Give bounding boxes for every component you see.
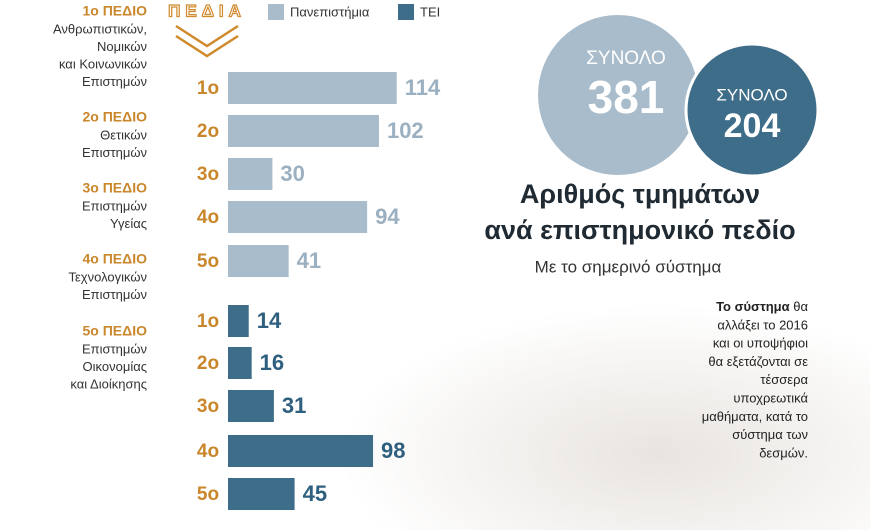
total-circle [684, 42, 820, 178]
value-label: 102 [387, 118, 424, 143]
total-value: 381 [588, 71, 665, 123]
header-arrow [175, 24, 239, 58]
value-label: 31 [282, 393, 306, 418]
field-name: Επιστημών [82, 198, 147, 213]
note-text: σύστημα των [732, 428, 808, 443]
bar [228, 72, 397, 104]
total-circle [538, 15, 698, 175]
category-label: 1ο [197, 311, 219, 332]
chart-title: Αριθμός τμημάτων [520, 179, 760, 209]
value-label: 41 [297, 248, 321, 273]
value-label: 30 [280, 161, 304, 186]
field-name: Επιστημών [82, 145, 147, 160]
category-label: 1ο [197, 78, 219, 99]
category-label: 2ο [197, 353, 219, 374]
note-text: δεσμών. [759, 446, 808, 461]
category-label: 4ο [197, 441, 219, 462]
bar [228, 435, 374, 467]
note-lead: Το σύστημα [716, 299, 790, 314]
field-name: Θετικών [100, 127, 147, 142]
note-line: μαθήματα, κατά το [702, 409, 808, 424]
value-label: 45 [303, 481, 327, 506]
bar [228, 347, 252, 379]
field-label: 5ο ΠΕΔΙΟ [82, 323, 147, 339]
field-name: Επιστημών [82, 341, 147, 356]
value-label: 16 [260, 350, 284, 375]
value-label: 94 [375, 204, 400, 229]
field-name: Οικονομίας [83, 359, 147, 374]
value-label: 98 [381, 438, 405, 463]
legend-label: ΤΕΙ [420, 4, 440, 19]
note-text: τέσσερα [760, 373, 808, 388]
value-label: 114 [405, 75, 441, 100]
note-line: Το σύστημα θα [716, 299, 808, 314]
note-text: και οι υποψήφιοι [713, 336, 808, 351]
total-value: 204 [724, 107, 781, 145]
bar [228, 201, 368, 233]
category-label: 3ο [197, 164, 219, 185]
bar [228, 478, 295, 510]
legend-label: Πανεπιστήμια [290, 4, 370, 19]
field-label: 4ο ΠΕΔΙΟ [82, 251, 147, 267]
bar [228, 115, 379, 147]
note-text: αλλάξει το 2016 [717, 318, 808, 333]
bar [228, 245, 289, 277]
note-line: υποχρεωτικά [733, 391, 808, 406]
note-line: δεσμών. [759, 446, 808, 461]
field-name: Νομικών [97, 39, 147, 54]
field-label: 2ο ΠΕΔΙΟ [82, 109, 147, 125]
note-text: μαθήματα, κατά το [702, 409, 808, 424]
note-line: τέσσερα [760, 373, 808, 388]
chart-title: ανά επιστημονικό πεδίο [484, 215, 795, 245]
category-label: 3ο [197, 396, 219, 417]
note-line: θα εξετάζονται σε [708, 354, 808, 369]
value-label: 14 [257, 308, 282, 333]
header: ΠΕΔΙΑ [168, 1, 246, 20]
note-text: θα εξετάζονται σε [708, 354, 808, 369]
note-text: υποχρεωτικά [733, 391, 808, 406]
category-label: 5ο [197, 484, 219, 505]
field-name: Επιστημών [82, 287, 147, 302]
category-label: 5ο [197, 251, 219, 272]
field-label: 3ο ΠΕΔΙΟ [82, 180, 147, 196]
total-label: ΣΥΝΟΛΟ [586, 48, 666, 69]
field-name: Επιστημών [82, 74, 147, 89]
total-label: ΣΥΝΟΛΟ [716, 85, 787, 104]
category-label: 2ο [197, 121, 219, 142]
note-line: αλλάξει το 2016 [717, 318, 808, 333]
bar [228, 158, 273, 190]
note-line: σύστημα των [732, 428, 808, 443]
field-name: Τεχνολογικών [68, 269, 147, 284]
category-label: 4ο [197, 207, 219, 228]
field-name: και Διοίκησης [70, 376, 147, 391]
photo-background [340, 280, 870, 530]
field-name: Υγείας [110, 216, 147, 231]
note-text: θα [790, 299, 809, 314]
legend-swatch [268, 4, 284, 20]
chart-subtitle: Με το σημερινό σύστημα [535, 257, 722, 276]
legend-swatch [398, 4, 414, 20]
bar [228, 305, 249, 337]
note-line: και οι υποψήφιοι [713, 336, 808, 351]
field-label: 1ο ΠΕΔΙΟ [82, 3, 147, 19]
field-name: Ανθρωπιστικών, [53, 21, 147, 36]
bar [228, 390, 274, 422]
field-name: και Κοινωνικών [59, 56, 147, 71]
